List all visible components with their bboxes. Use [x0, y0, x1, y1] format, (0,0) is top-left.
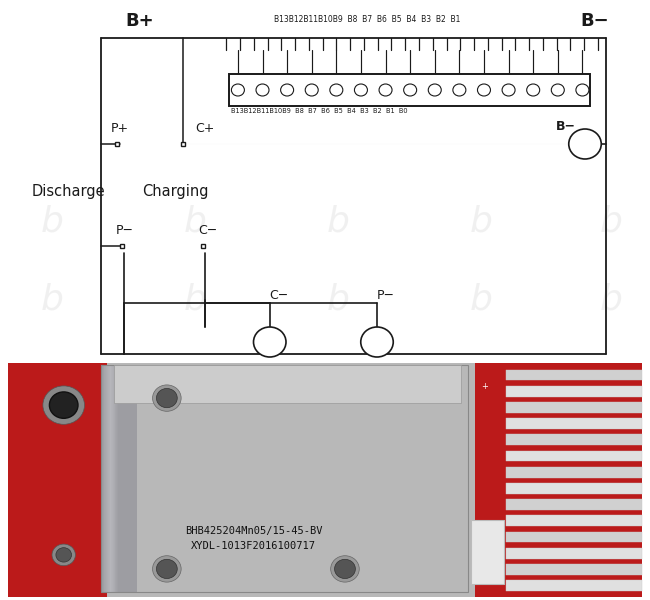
Bar: [506, 532, 642, 542]
Circle shape: [569, 129, 601, 159]
Bar: [101, 365, 468, 592]
Bar: [116, 365, 134, 592]
Text: b: b: [469, 205, 493, 239]
Bar: [114, 365, 132, 592]
Bar: [506, 580, 642, 591]
Text: b: b: [183, 283, 207, 317]
Bar: [506, 548, 642, 559]
Circle shape: [52, 544, 75, 566]
Circle shape: [576, 84, 589, 96]
Bar: [105, 365, 123, 592]
Text: XYDL-1013F2016100717: XYDL-1013F2016100717: [191, 541, 316, 551]
Text: C−: C−: [198, 224, 218, 237]
Bar: [506, 515, 642, 526]
Bar: [112, 365, 131, 592]
Bar: [506, 499, 642, 510]
Text: B−: B−: [556, 119, 576, 133]
Circle shape: [49, 392, 78, 418]
Bar: [471, 520, 504, 584]
Text: C−: C−: [270, 289, 289, 302]
Bar: [8, 363, 107, 597]
Bar: [114, 365, 461, 403]
Text: b: b: [469, 283, 493, 317]
Circle shape: [354, 84, 367, 96]
Bar: [474, 363, 642, 597]
Circle shape: [153, 385, 181, 412]
Bar: [107, 365, 125, 592]
Bar: [506, 434, 642, 445]
Circle shape: [254, 327, 286, 357]
Bar: [105, 365, 124, 592]
Text: B13B12B11B10B9  B8  B7  B6  B5  B4  B3  B2  B1: B13B12B11B10B9 B8 B7 B6 B5 B4 B3 B2 B1: [274, 14, 460, 23]
Bar: [506, 418, 642, 429]
Bar: [506, 467, 642, 478]
Text: b: b: [40, 283, 64, 317]
Text: P−: P−: [377, 289, 395, 302]
Bar: [101, 365, 120, 592]
Bar: [106, 365, 125, 592]
Bar: [506, 386, 642, 397]
Circle shape: [478, 84, 491, 96]
Circle shape: [335, 559, 356, 578]
Circle shape: [157, 559, 177, 578]
Bar: [111, 365, 129, 592]
Circle shape: [502, 84, 515, 96]
Bar: [117, 365, 136, 592]
Bar: [506, 564, 642, 575]
Circle shape: [428, 84, 441, 96]
Bar: [118, 365, 136, 592]
Circle shape: [256, 84, 269, 96]
Text: b: b: [183, 205, 207, 239]
Circle shape: [306, 84, 318, 96]
Text: b: b: [599, 283, 623, 317]
Bar: [112, 365, 130, 592]
Bar: [8, 363, 642, 597]
Circle shape: [379, 84, 392, 96]
Text: C+: C+: [195, 122, 215, 135]
Bar: [506, 483, 642, 494]
Bar: [103, 365, 121, 592]
Text: P−: P−: [116, 224, 134, 237]
Bar: [506, 402, 642, 413]
Text: Charging: Charging: [142, 184, 208, 199]
Text: B+: B+: [125, 12, 154, 30]
Text: b: b: [599, 205, 623, 239]
Bar: [108, 365, 127, 592]
Text: b: b: [40, 205, 64, 239]
Text: B−: B−: [580, 12, 609, 30]
Circle shape: [404, 84, 417, 96]
Bar: [506, 451, 642, 461]
Bar: [114, 365, 133, 592]
Circle shape: [330, 84, 343, 96]
Text: B13B12B11B10B9  B8  B7  B6  B5  B4  B3  B2  B1  B0: B13B12B11B10B9 B8 B7 B6 B5 B4 B3 B2 B1 B…: [231, 108, 408, 114]
Circle shape: [56, 548, 72, 562]
Bar: [110, 365, 128, 592]
Circle shape: [551, 84, 564, 96]
Bar: [116, 365, 135, 592]
Bar: [8, 363, 642, 597]
Bar: [103, 365, 122, 592]
Circle shape: [281, 84, 294, 96]
Bar: [229, 74, 590, 106]
Circle shape: [361, 327, 393, 357]
Circle shape: [453, 84, 466, 96]
Circle shape: [153, 556, 181, 582]
Circle shape: [331, 556, 359, 582]
Text: P+: P+: [111, 122, 129, 135]
Bar: [109, 365, 127, 592]
Text: +: +: [481, 382, 488, 391]
Bar: [101, 365, 119, 592]
Text: BHB425204Mn05/15-45-BV: BHB425204Mn05/15-45-BV: [185, 526, 322, 536]
Text: Discharge: Discharge: [31, 184, 105, 199]
Circle shape: [157, 389, 177, 408]
Circle shape: [526, 84, 539, 96]
Text: b: b: [326, 283, 350, 317]
Circle shape: [43, 386, 84, 424]
Bar: [506, 370, 642, 380]
Text: b: b: [326, 205, 350, 239]
Circle shape: [231, 84, 244, 96]
